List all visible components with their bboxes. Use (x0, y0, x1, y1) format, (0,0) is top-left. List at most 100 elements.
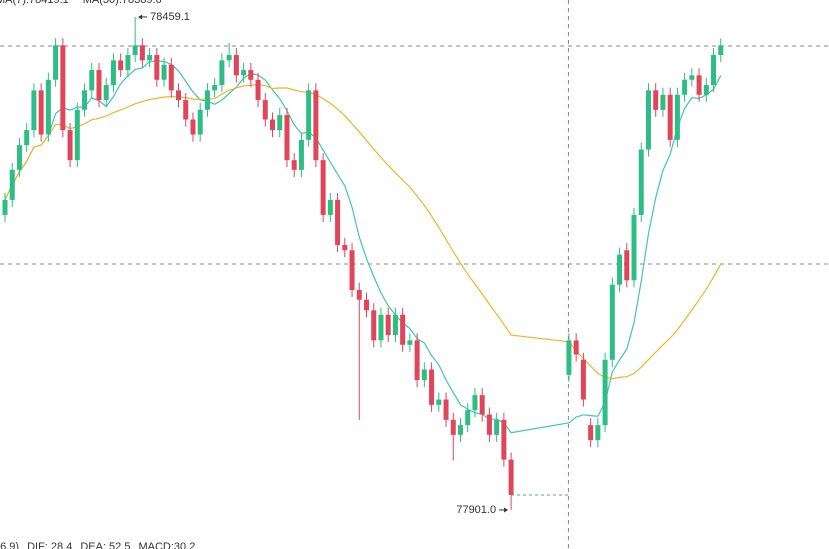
footer-text: DEA: 52.5 (80, 541, 130, 549)
candle-body (703, 85, 709, 95)
candle-body (103, 85, 109, 101)
candle-body (580, 359, 586, 400)
candle-body (609, 284, 615, 360)
ma-line (4, 83, 722, 380)
candle-body (2, 199, 8, 215)
candle-body (183, 100, 189, 120)
candle-body (631, 214, 637, 281)
candle-body (24, 130, 30, 146)
candle-body (682, 79, 688, 95)
candle-body (38, 90, 44, 135)
candle-body (53, 45, 59, 80)
candle-body (378, 314, 384, 341)
candle-body (335, 199, 341, 245)
candle-body (436, 399, 442, 405)
candle-body (248, 70, 254, 80)
candle-body (262, 100, 268, 120)
low-label: 77901.0 (456, 504, 496, 516)
candle-body (16, 145, 22, 170)
candle-body (711, 55, 717, 86)
candle-body (226, 55, 232, 61)
candle-body (313, 90, 319, 161)
candle-body (284, 115, 290, 161)
candle-body (212, 85, 218, 91)
candle-body (154, 55, 160, 80)
low-arrow-head (504, 507, 509, 513)
footer-text: DIF: 28.4 (27, 541, 72, 549)
candle-body (204, 90, 210, 110)
candle-body (494, 419, 500, 435)
candle-body (306, 90, 312, 140)
candle-body (364, 299, 369, 311)
candle-body (573, 340, 579, 355)
candle-body (67, 130, 73, 161)
candle-body (602, 359, 608, 426)
header-text: MA(30):78389.6 (83, 0, 162, 6)
candle-body (429, 369, 435, 405)
candle-body (457, 425, 463, 435)
high-label: 78459.1 (150, 11, 190, 23)
candle-body (125, 55, 131, 71)
candle-body (674, 94, 680, 140)
candle-body (407, 340, 413, 345)
candle-body (60, 45, 66, 131)
candle-body (667, 94, 673, 140)
candle-body (110, 60, 116, 86)
candle-body (219, 60, 225, 86)
candle-body (89, 70, 95, 91)
candle-body (689, 75, 695, 80)
candle-body (349, 250, 355, 291)
candle-body (233, 55, 239, 76)
ma-line (4, 60, 722, 434)
candle-body (392, 314, 398, 336)
candle-body (465, 410, 471, 426)
candle-body (414, 340, 420, 381)
candle-body (450, 419, 456, 435)
candle-body (132, 45, 138, 56)
candle-body (696, 75, 702, 95)
candle-body (241, 70, 247, 76)
candle-body (298, 139, 304, 170)
high-arrow-head (138, 14, 143, 20)
candle-body (161, 64, 167, 80)
candle-body (96, 70, 102, 101)
candle-body (190, 119, 196, 135)
candle-body (291, 160, 297, 170)
candle-body (443, 399, 449, 420)
candle-body (31, 90, 37, 131)
candle-body (371, 310, 377, 341)
candle-body (74, 109, 80, 161)
candle-body (277, 115, 283, 131)
candle-body (638, 149, 644, 215)
candle-body (255, 79, 261, 101)
candle-body (400, 314, 406, 345)
candle-body (320, 160, 326, 215)
candle-body (9, 169, 15, 200)
candle-body (566, 340, 572, 375)
candle-body (501, 419, 507, 460)
candle-body (385, 314, 391, 336)
candle-body (508, 459, 514, 495)
candle-body (118, 60, 124, 71)
candle-body (472, 395, 478, 411)
header-text: MA(7):78419.1 (0, 0, 69, 6)
candle-body (645, 90, 651, 150)
candle-body (479, 395, 485, 415)
candle-body (139, 45, 145, 61)
candle-body (617, 254, 623, 285)
candle-body (421, 369, 427, 381)
candle-body (653, 90, 659, 110)
candle-body (176, 90, 182, 101)
footer-text: MACD:30.2 (138, 541, 195, 549)
candle-body (342, 244, 348, 251)
candle-body (147, 55, 153, 61)
candle-body (718, 45, 724, 56)
candle-body (270, 119, 276, 131)
footer-text: 26,9) (0, 541, 19, 549)
candle-body (82, 90, 88, 110)
candle-body (168, 64, 174, 91)
candle-body (588, 425, 594, 441)
candle-body (595, 425, 601, 441)
